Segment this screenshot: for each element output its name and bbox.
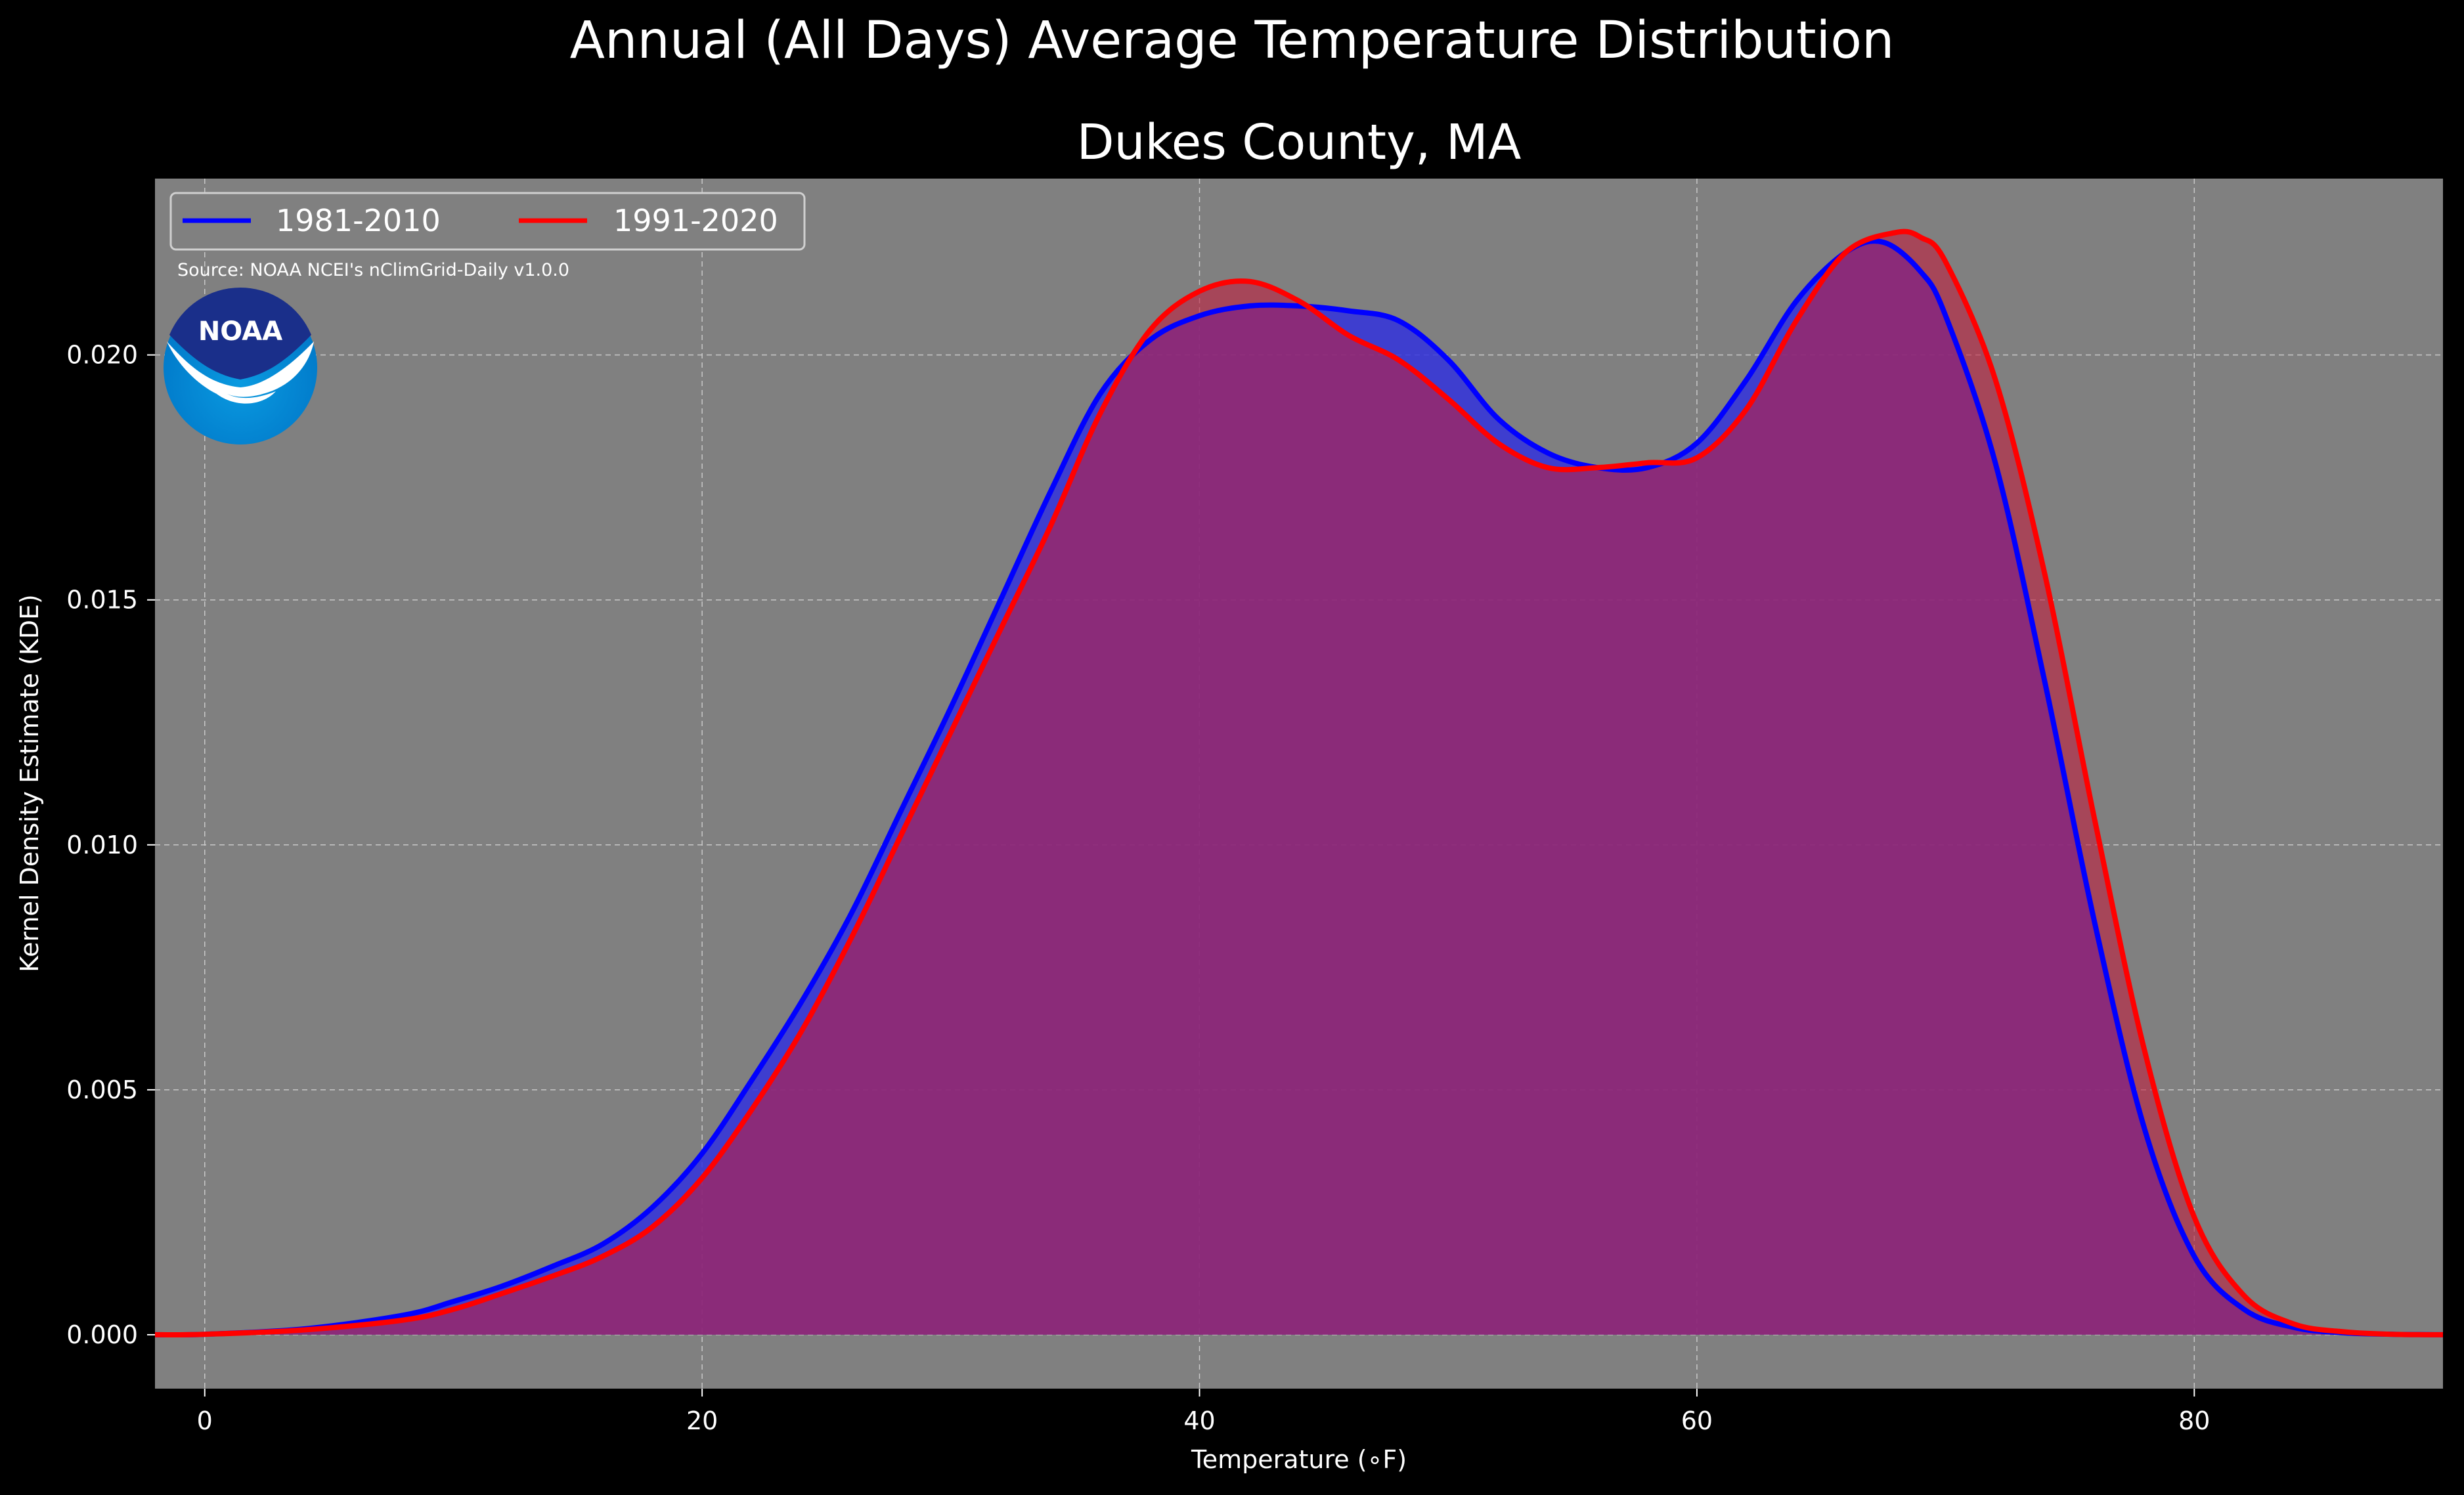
noaa-logo: NOAA xyxy=(164,288,317,444)
y-tick-label: 0.015 xyxy=(66,586,138,615)
x-tick-label: 40 xyxy=(1183,1406,1215,1435)
noaa-logo-text: NOAA xyxy=(198,316,282,347)
source-note: Source: NOAA NCEI's nClimGrid-Daily v1.0… xyxy=(177,260,569,280)
chart-subtitle: Dukes County, MA xyxy=(1077,114,1522,171)
x-tick-label: 20 xyxy=(686,1406,718,1435)
legend: 1981-2010 1991-2020 xyxy=(169,192,806,251)
series-lines xyxy=(155,228,2443,1338)
y-tick-label: 0.020 xyxy=(66,341,138,370)
legend-label-1991-2020: 1991-2020 xyxy=(613,203,778,238)
y-axis-label: Kernel Density Estimate (KDE) xyxy=(15,594,44,972)
noaa-logo-top-band xyxy=(169,288,311,379)
noaa-logo-bird-icon xyxy=(167,341,314,404)
x-tick-label: 60 xyxy=(1681,1406,1713,1435)
y-axis: 0.000 0.005 0.010 0.015 0.020 xyxy=(66,341,155,1349)
series-fills xyxy=(155,231,2443,1335)
legend-label-1981-2010: 1981-2010 xyxy=(276,203,441,238)
x-tick-label: 80 xyxy=(2178,1406,2210,1435)
y-tick-label: 0.005 xyxy=(66,1075,138,1104)
series-fill-1991-2020 xyxy=(155,231,2443,1335)
y-tick-label: 0.010 xyxy=(66,831,138,859)
chart-title: Annual (All Days) Average Temperature Di… xyxy=(570,11,1895,70)
y-tick-label: 0.000 xyxy=(66,1320,138,1349)
series-line-1991-2020 xyxy=(155,228,2443,1337)
x-axis-label: Temperature (∘F) xyxy=(1191,1445,1407,1474)
legend-box xyxy=(169,192,806,251)
x-tick-label: 0 xyxy=(197,1406,213,1435)
x-axis: 0 20 40 60 80 xyxy=(197,1389,2210,1435)
series-line-1981-2010 xyxy=(155,238,2443,1338)
